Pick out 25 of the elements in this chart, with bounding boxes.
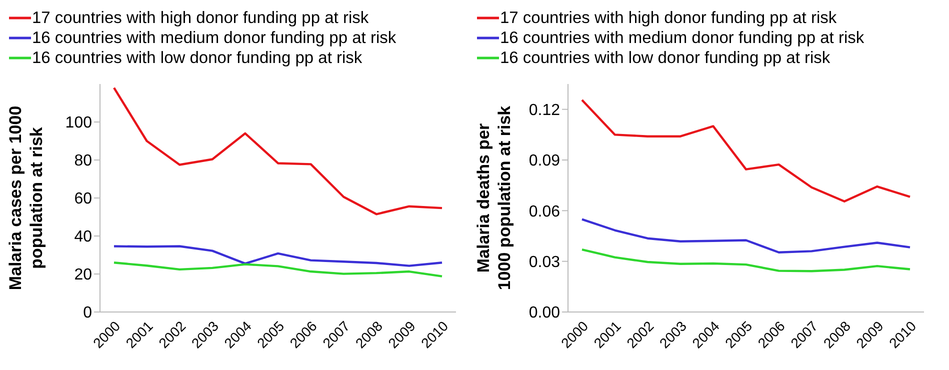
legend-label: 16 countries with low donor funding pp at risk [500, 48, 830, 68]
line-series [112, 86, 444, 216]
legend-label: 16 countries with medium donor funding pp at risk [500, 28, 864, 48]
y-tick-label: 0.03 [528, 254, 560, 272]
y-axis-title: Malaria deaths per 1000 population at risk [474, 105, 514, 290]
y-tick-label: 0.00 [528, 304, 560, 322]
y-tick-label: 20 [74, 266, 92, 284]
legend-label: 17 countries with high donor funding pp at risk [500, 8, 837, 28]
y-tick-label: 0 [83, 304, 92, 322]
line-series [112, 262, 444, 278]
line-series [112, 245, 444, 267]
y-axis-title: Malaria cases per 1000 population at risk [6, 106, 46, 290]
y-tick-label: 0.12 [528, 102, 560, 120]
y-tick-label: 0.09 [528, 152, 560, 170]
legend-label: 16 countries with low donor funding pp at risk [32, 48, 362, 68]
y-tick-label: 40 [74, 228, 92, 246]
line-series [580, 98, 912, 202]
line-series [580, 218, 912, 254]
line-series [580, 248, 912, 272]
legend-label: 16 countries with medium donor funding pp at risk [32, 28, 396, 48]
y-tick-label: 100 [65, 114, 92, 132]
y-tick-label: 80 [74, 152, 92, 170]
y-tick-label: 60 [74, 190, 92, 208]
y-tick-label: 0.06 [528, 203, 560, 220]
legend-label: 17 countries with high donor funding pp at risk [32, 8, 369, 28]
